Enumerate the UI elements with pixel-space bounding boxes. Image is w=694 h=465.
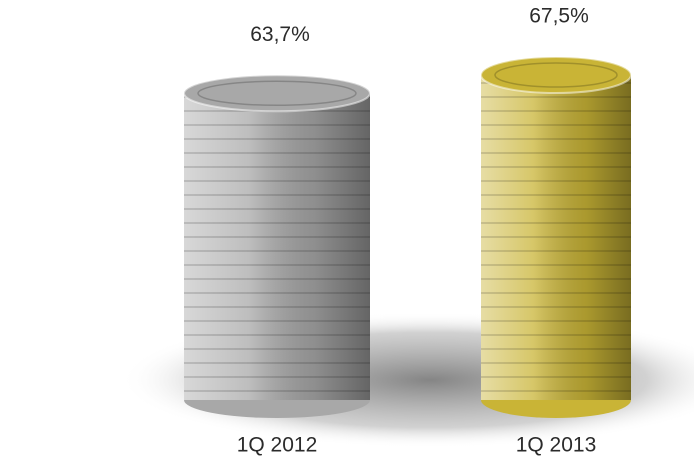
coin-ridges [184,93,370,400]
coin-ridges [481,75,631,400]
category-label: 1Q 2013 [516,434,597,457]
coin-top [480,56,632,94]
coin-top [183,74,371,113]
value-label: 67,5% [529,5,589,28]
coin-top-inner [197,80,357,107]
category-label: 1Q 2012 [237,434,318,457]
value-label: 63,7% [250,23,310,46]
plot-area: 63,7% 1Q 2012 67,5% 1Q 2013 [183,5,632,457]
coin-top-inner [494,62,618,88]
